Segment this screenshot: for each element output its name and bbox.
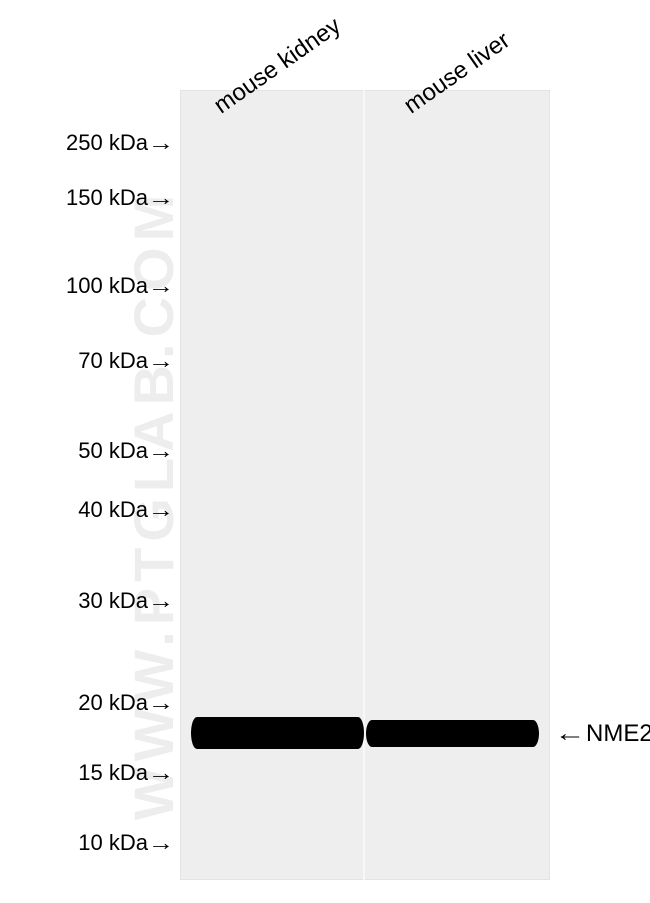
figure-canvas: WWW.PTGLAB.COM mouse kidney mouse liver …: [0, 0, 650, 903]
ladder-marker: 150 kDa→: [66, 185, 172, 211]
arrow-right-icon: →: [148, 130, 174, 156]
arrow-right-icon: →: [148, 348, 174, 374]
ladder-marker: 100 kDa→: [66, 273, 172, 299]
arrow-right-icon: →: [148, 760, 174, 786]
ladder-marker: 70 kDa→: [78, 348, 172, 374]
target-protein-label: ←NME2: [558, 720, 650, 748]
arrow-right-icon: →: [148, 690, 174, 716]
arrow-right-icon: →: [148, 438, 174, 464]
arrow-right-icon: →: [148, 830, 174, 856]
ladder-marker: 15 kDa→: [78, 760, 172, 786]
ladder-marker: 10 kDa→: [78, 830, 172, 856]
arrow-right-icon: →: [148, 497, 174, 523]
ladder-marker: 20 kDa→: [78, 690, 172, 716]
arrow-left-icon: ←: [554, 720, 585, 748]
lane-separator: [363, 90, 365, 880]
arrow-right-icon: →: [148, 185, 174, 211]
protein-band: [370, 720, 535, 747]
arrow-right-icon: →: [148, 273, 174, 299]
blot-membrane: [180, 90, 550, 880]
ladder-marker: 250 kDa→: [66, 130, 172, 156]
arrow-right-icon: →: [148, 588, 174, 614]
ladder-marker: 40 kDa→: [78, 497, 172, 523]
target-name: NME2: [586, 720, 650, 747]
protein-band: [195, 717, 360, 749]
ladder-marker: 50 kDa→: [78, 438, 172, 464]
ladder-marker: 30 kDa→: [78, 588, 172, 614]
